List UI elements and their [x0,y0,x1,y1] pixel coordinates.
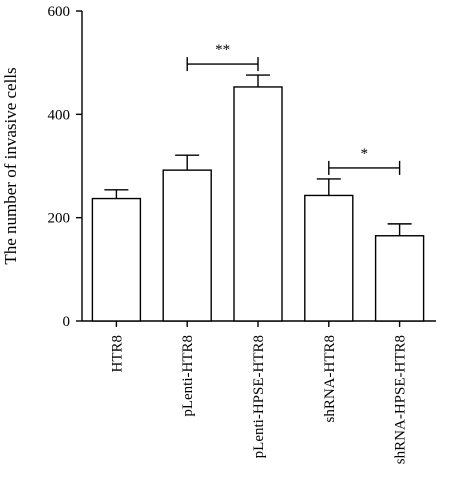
significance-label: ** [215,42,230,58]
bar-shRNA-HTR8 [304,194,354,322]
y-tick-label: 0 [63,314,71,330]
y-axis-label: The number of invasive cells [1,67,20,264]
x-tick-label: pLenti-HPSE-HTR8 [251,335,267,458]
error-bars [104,74,412,236]
y-tick-label: 400 [48,107,71,123]
bar-pLenti-HPSE-HTR8 [233,86,283,322]
y-tick-label: 200 [48,211,71,227]
significance-brackets: *** [186,42,401,175]
y-tick-label: 600 [48,4,71,20]
significance-label: * [360,146,368,162]
x-tick-label: shRNA-HTR8 [322,335,338,423]
bar-HTR8 [91,197,142,322]
x-tick-label: shRNA-HPSE-HTR8 [393,335,409,464]
bar-pLenti-HTR8 [162,169,212,322]
x-tick-label: pLenti-HTR8 [180,335,196,417]
y-ticks: 0 200 400 600 [48,4,82,330]
x-tick-labels: HTR8 pLenti-HTR8 pLenti-HPSE-HTR8 shRNA-HTR… [109,321,409,464]
bars [91,86,425,322]
x-tick-label: HTR8 [109,335,125,373]
bar-shRNA-HPSE-HTR8 [374,235,425,322]
